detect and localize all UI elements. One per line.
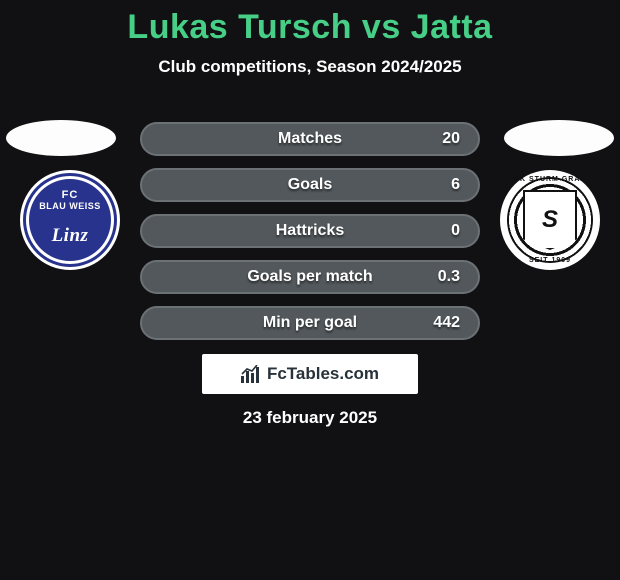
crest-left-line1: FC [29, 189, 111, 201]
stat-row: Matches 20 [140, 122, 480, 156]
brand-label: FcTables.com [267, 364, 379, 384]
stat-row: Min per goal 442 [140, 306, 480, 340]
club-crest-left: FC BLAU WEISS Linz [20, 170, 120, 270]
stat-label: Goals [142, 176, 478, 194]
player-photo-placeholder-left [6, 120, 116, 156]
crest-left-line3: Linz [29, 225, 111, 247]
date-label: 23 february 2025 [0, 408, 620, 428]
stat-label: Hattricks [142, 222, 478, 240]
bar-chart-icon [241, 365, 261, 383]
crest-right-ring-bottom: SEIT 1909 [529, 257, 571, 264]
stat-label: Matches [142, 130, 478, 148]
stat-row: Hattricks 0 [140, 214, 480, 248]
player-photo-placeholder-right [504, 120, 614, 156]
crest-right-ring-top: SK STURM GRAZ [514, 176, 585, 183]
brand-badge: FcTables.com [202, 354, 418, 394]
stat-row: Goals per match 0.3 [140, 260, 480, 294]
club-crest-right: SK STURM GRAZ S SEIT 1909 [500, 170, 600, 270]
stat-right-value: 0 [451, 222, 460, 240]
stat-right-value: 442 [433, 314, 460, 332]
comparison-infographic: { "title": "Lukas Tursch vs Jatta", "tit… [0, 0, 620, 580]
crest-left-line2: BLAU WEISS [29, 201, 111, 211]
page-subtitle: Club competitions, Season 2024/2025 [0, 57, 620, 77]
stat-row: Goals 6 [140, 168, 480, 202]
page-title: Lukas Tursch vs Jatta [0, 0, 620, 47]
stat-right-value: 6 [451, 176, 460, 194]
stat-right-value: 20 [442, 130, 460, 148]
stat-label: Goals per match [142, 268, 478, 286]
stat-right-value: 0.3 [438, 268, 460, 286]
stats-list: Matches 20 Goals 6 Hattricks 0 Goals per… [140, 122, 480, 352]
stat-label: Min per goal [142, 314, 478, 332]
crest-right-monogram: S [523, 190, 577, 250]
